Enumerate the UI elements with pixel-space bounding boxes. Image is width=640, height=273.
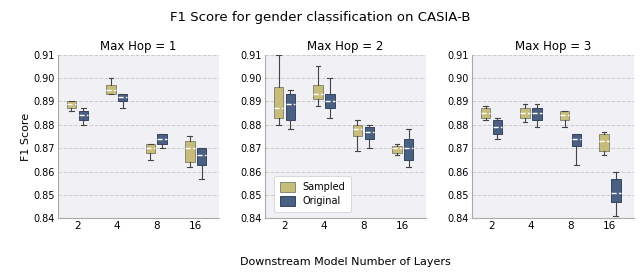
PathPatch shape [560,111,569,120]
Legend: Sampled, Original: Sampled, Original [275,176,351,212]
Title: Max Hop = 2: Max Hop = 2 [307,40,384,54]
PathPatch shape [493,120,502,134]
PathPatch shape [285,94,295,120]
PathPatch shape [79,111,88,120]
PathPatch shape [404,139,413,160]
PathPatch shape [106,85,116,94]
PathPatch shape [274,87,284,118]
PathPatch shape [572,134,581,146]
PathPatch shape [532,108,541,120]
PathPatch shape [67,101,76,108]
PathPatch shape [118,94,127,101]
PathPatch shape [353,125,362,136]
Title: Max Hop = 3: Max Hop = 3 [515,40,591,54]
PathPatch shape [313,85,323,99]
PathPatch shape [325,94,335,108]
Title: Max Hop = 1: Max Hop = 1 [100,40,177,54]
PathPatch shape [365,127,374,139]
PathPatch shape [185,141,195,162]
Y-axis label: F1 Score: F1 Score [20,112,31,161]
PathPatch shape [599,134,609,150]
PathPatch shape [146,144,155,153]
PathPatch shape [157,134,167,144]
PathPatch shape [481,108,490,118]
PathPatch shape [520,108,530,118]
Text: Downstream Model Number of Layers: Downstream Model Number of Layers [240,257,451,267]
Text: F1 Score for gender classification on CASIA-B: F1 Score for gender classification on CA… [170,11,470,24]
PathPatch shape [197,148,206,165]
PathPatch shape [392,146,402,153]
PathPatch shape [611,179,621,202]
